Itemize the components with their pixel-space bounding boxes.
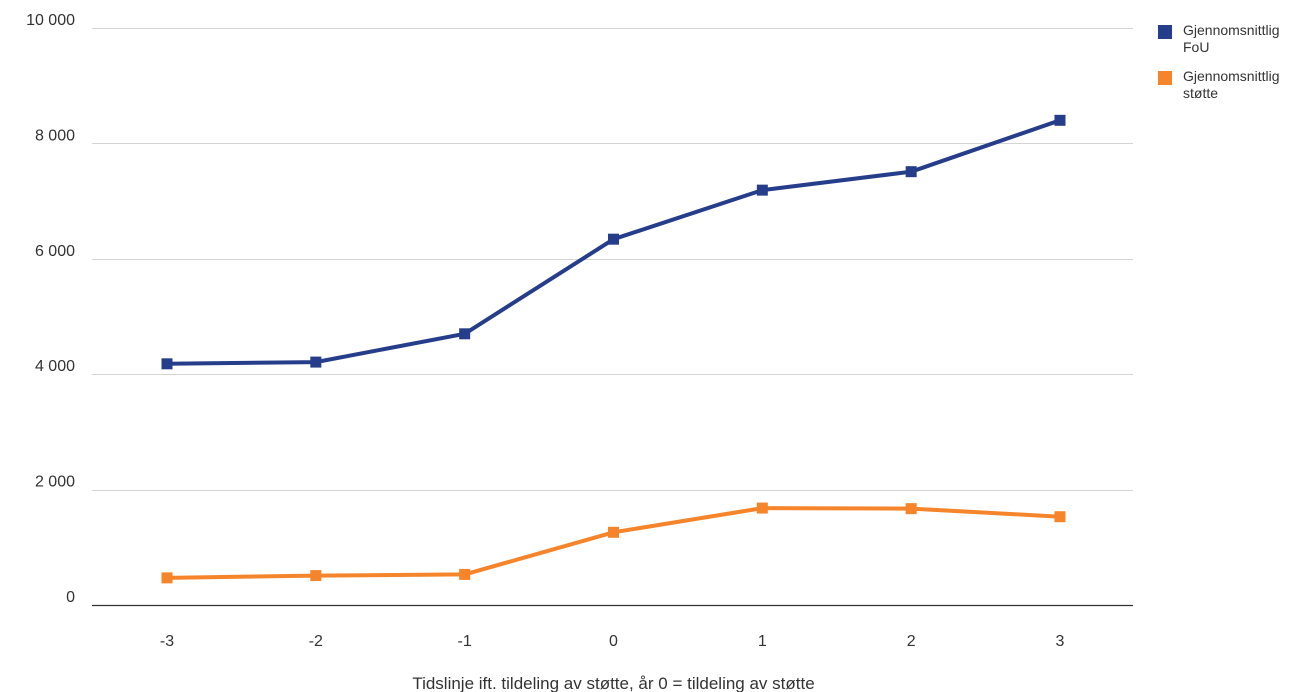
x-tick-label: -3 bbox=[160, 633, 174, 650]
data-point-marker bbox=[161, 358, 173, 370]
x-tick-label: 3 bbox=[1056, 633, 1065, 650]
legend: Gjennomsnittlig FoU Gjennomsnittlig støtt… bbox=[1158, 22, 1316, 114]
x-tick-label: 2 bbox=[907, 633, 916, 650]
data-point-marker bbox=[607, 526, 619, 538]
y-tick-label: 4 000 bbox=[35, 358, 75, 375]
y-tick-label: 8 000 bbox=[35, 127, 75, 144]
series-group bbox=[161, 114, 1066, 370]
legend-label: Gjennomsnittlig støtte bbox=[1183, 68, 1280, 101]
x-axis-title: Tidslinje ift. tildeling av støtte, år 0… bbox=[412, 674, 814, 692]
legend-swatch bbox=[1158, 25, 1172, 39]
series-lines bbox=[161, 114, 1066, 584]
data-point-marker bbox=[161, 572, 173, 584]
legend-label: Gjennomsnittlig FoU bbox=[1183, 22, 1280, 55]
x-tick-label: -1 bbox=[458, 633, 472, 650]
y-tick-label: 0 bbox=[66, 589, 75, 606]
y-axis-ticks: 0 2 000 4 000 6 000 8 000 10 000 bbox=[26, 12, 75, 606]
series-group bbox=[161, 502, 1066, 584]
x-tick-label: -2 bbox=[309, 633, 323, 650]
data-point-marker bbox=[1054, 511, 1066, 523]
data-point-marker bbox=[756, 184, 768, 196]
data-point-marker bbox=[1054, 114, 1066, 126]
data-point-marker bbox=[459, 568, 471, 580]
data-point-marker bbox=[310, 356, 322, 368]
x-axis-ticks: -3 -2 -1 0 1 2 3 bbox=[160, 633, 1065, 650]
series-line bbox=[165, 506, 1062, 580]
y-tick-label: 10 000 bbox=[26, 12, 75, 29]
data-point-marker bbox=[310, 570, 322, 582]
data-point-marker bbox=[905, 166, 917, 178]
x-tick-label: 1 bbox=[758, 633, 767, 650]
legend-item: Gjennomsnittlig FoU bbox=[1158, 22, 1316, 56]
legend-swatch bbox=[1158, 71, 1172, 85]
data-point-marker bbox=[756, 502, 768, 514]
y-tick-label: 6 000 bbox=[35, 243, 75, 260]
gridlines bbox=[92, 28, 1133, 607]
legend-item: Gjennomsnittlig støtte bbox=[1158, 68, 1316, 102]
x-tick-label: 0 bbox=[609, 633, 618, 650]
data-point-marker bbox=[459, 328, 471, 340]
y-tick-label: 2 000 bbox=[35, 474, 75, 491]
data-point-marker bbox=[607, 233, 619, 245]
data-point-marker bbox=[905, 503, 917, 515]
